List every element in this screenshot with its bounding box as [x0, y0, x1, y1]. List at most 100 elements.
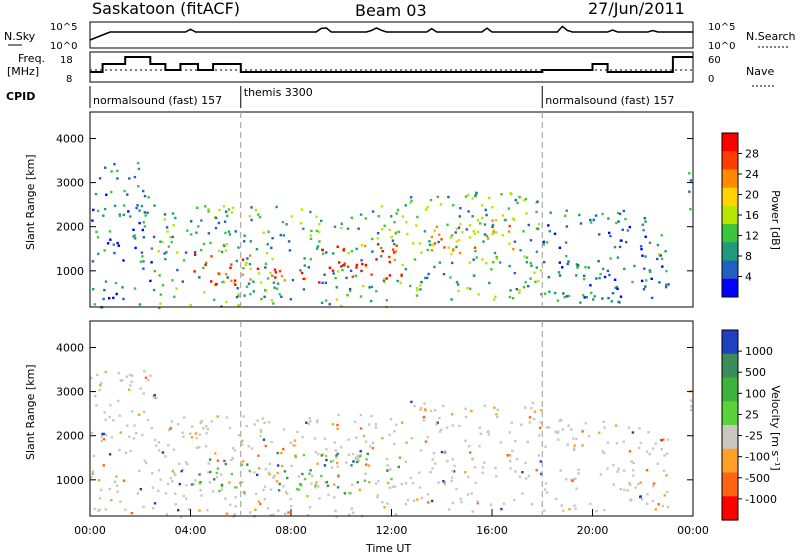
- heatmap-cell: [205, 424, 208, 428]
- heatmap-cell: [529, 277, 532, 280]
- heatmap-cell: [192, 483, 195, 486]
- heatmap-cell: [457, 289, 460, 293]
- heatmap-cell: [524, 280, 527, 284]
- heatmap-cell: [555, 497, 558, 501]
- heatmap-cell: [230, 279, 233, 282]
- heatmap-cell: [185, 484, 188, 487]
- heatmap-cell: [597, 260, 600, 263]
- heatmap-cell: [616, 470, 619, 473]
- heatmap-cell: [259, 430, 263, 433]
- freq-label-2: [MHz]: [7, 65, 39, 78]
- heatmap-cell: [225, 416, 228, 419]
- ytick-label: 4000: [56, 341, 84, 354]
- heatmap-cell: [213, 298, 216, 301]
- heatmap-cell: [610, 300, 613, 303]
- heatmap-cell: [129, 449, 132, 453]
- heatmap-cell: [136, 161, 140, 165]
- heatmap-cell: [338, 261, 341, 264]
- heatmap-cell: [426, 248, 429, 252]
- heatmap-cell: [321, 281, 324, 285]
- heatmap-cell: [159, 302, 162, 305]
- heatmap-cell: [492, 230, 495, 234]
- heatmap-cell: [544, 445, 547, 448]
- heatmap-cell: [237, 434, 240, 437]
- heatmap-cell: [308, 472, 311, 475]
- heatmap-cell: [491, 206, 494, 209]
- heatmap-cell: [102, 214, 105, 217]
- heatmap-cell: [547, 426, 551, 429]
- cpid-segment-label: themis 3300: [244, 86, 313, 99]
- heatmap-cell: [445, 426, 449, 429]
- colorbar-tick-label: 20: [745, 189, 759, 202]
- heatmap-cell: [133, 424, 136, 427]
- heatmap-cell: [272, 513, 275, 517]
- heatmap-cell: [138, 469, 141, 473]
- heatmap-cell: [435, 225, 438, 228]
- heatmap-cell: [302, 227, 305, 230]
- heatmap-cell: [572, 437, 575, 440]
- heatmap-cell: [455, 281, 459, 284]
- heatmap-cell: [419, 449, 423, 452]
- heatmap-cell: [483, 404, 486, 407]
- heatmap-cell: [451, 261, 454, 265]
- heatmap-cell: [354, 457, 357, 461]
- heatmap-cell: [491, 232, 494, 236]
- heatmap-cell: [318, 497, 321, 500]
- heatmap-cell: [194, 432, 198, 435]
- heatmap-cell: [587, 266, 590, 269]
- heatmap-cell: [272, 302, 275, 305]
- colorbar-tick-label: 28: [745, 148, 759, 161]
- heatmap-cell: [214, 216, 218, 220]
- heatmap-cell: [360, 259, 363, 262]
- heatmap-cell: [622, 209, 625, 213]
- heatmap-cell: [619, 487, 622, 491]
- heatmap-cell: [127, 388, 131, 391]
- heatmap-cell: [499, 441, 502, 444]
- heatmap-cell: [199, 421, 202, 425]
- heatmap-cell: [198, 509, 201, 512]
- heatmap-cell: [508, 431, 511, 434]
- heatmap-cell: [370, 273, 373, 276]
- heatmap-cell: [448, 508, 451, 511]
- heatmap-cell: [356, 454, 359, 457]
- heatmap-cell: [144, 376, 148, 379]
- heatmap-cell: [665, 269, 668, 273]
- heatmap-cell: [405, 441, 408, 444]
- heatmap-cell: [118, 448, 121, 452]
- heatmap-cell: [143, 211, 146, 214]
- heatmap-cell: [637, 446, 641, 449]
- heatmap-cell: [336, 245, 339, 248]
- heatmap-cell: [343, 492, 347, 495]
- heatmap-cell: [140, 251, 144, 254]
- heatmap-cell: [277, 489, 281, 492]
- heatmap-cell: [153, 393, 156, 397]
- heatmap-cell: [450, 234, 454, 237]
- heatmap-cell: [340, 446, 343, 449]
- heatmap-cell: [535, 250, 539, 253]
- heatmap-cell: [190, 220, 193, 223]
- heatmap-cell: [249, 240, 252, 243]
- heatmap-cell: [202, 266, 205, 270]
- heatmap-cell: [478, 222, 482, 225]
- heatmap-cell: [234, 283, 237, 286]
- heatmap-cell: [623, 488, 626, 491]
- heatmap-cell: [562, 509, 565, 513]
- heatmap-cell: [512, 247, 515, 251]
- heatmap-cell: [397, 465, 400, 469]
- heatmap-cell: [607, 296, 610, 300]
- heatmap-cell: [500, 507, 503, 511]
- heatmap-cell: [204, 205, 207, 208]
- heatmap-cell: [320, 474, 323, 478]
- heatmap-cell: [474, 249, 477, 253]
- heatmap-cell: [258, 216, 262, 219]
- heatmap-cell: [275, 287, 279, 290]
- heatmap-cell: [536, 227, 540, 231]
- heatmap-cell: [329, 460, 333, 463]
- heatmap-cell: [206, 508, 209, 512]
- heatmap-cell: [527, 285, 530, 288]
- heatmap-cell: [220, 485, 224, 488]
- heatmap-cell: [395, 230, 399, 234]
- heatmap-cell: [398, 456, 402, 459]
- heatmap-cell: [601, 212, 604, 216]
- heatmap-cell: [223, 220, 227, 223]
